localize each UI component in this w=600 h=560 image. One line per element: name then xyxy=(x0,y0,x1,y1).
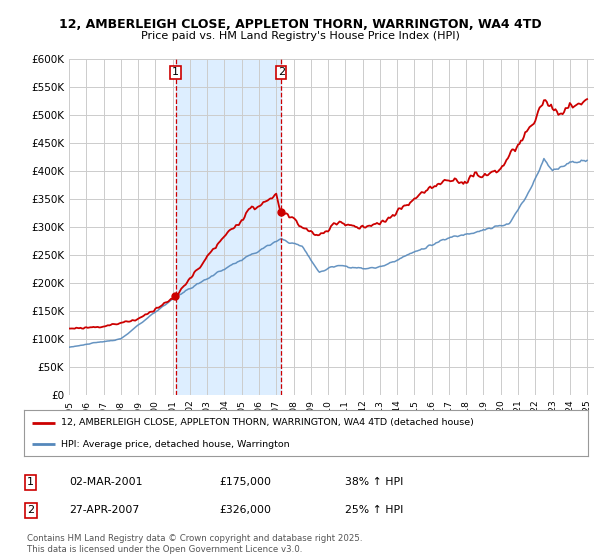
Text: HPI: Average price, detached house, Warrington: HPI: Average price, detached house, Warr… xyxy=(61,440,289,449)
Text: 12, AMBERLEIGH CLOSE, APPLETON THORN, WARRINGTON, WA4 4TD: 12, AMBERLEIGH CLOSE, APPLETON THORN, WA… xyxy=(59,18,541,31)
Text: 25% ↑ HPI: 25% ↑ HPI xyxy=(345,505,403,515)
Text: 38% ↑ HPI: 38% ↑ HPI xyxy=(345,477,403,487)
Text: 2: 2 xyxy=(278,67,285,77)
Text: Price paid vs. HM Land Registry's House Price Index (HPI): Price paid vs. HM Land Registry's House … xyxy=(140,31,460,41)
Text: 1: 1 xyxy=(27,477,34,487)
Text: 1: 1 xyxy=(172,67,179,77)
Text: £175,000: £175,000 xyxy=(219,477,271,487)
Text: 12, AMBERLEIGH CLOSE, APPLETON THORN, WARRINGTON, WA4 4TD (detached house): 12, AMBERLEIGH CLOSE, APPLETON THORN, WA… xyxy=(61,418,473,427)
Text: £326,000: £326,000 xyxy=(219,505,271,515)
Bar xyxy=(176,59,281,395)
Text: Contains HM Land Registry data © Crown copyright and database right 2025.
This d: Contains HM Land Registry data © Crown c… xyxy=(27,534,362,554)
Text: 27-APR-2007: 27-APR-2007 xyxy=(69,505,139,515)
Text: 2: 2 xyxy=(27,505,34,515)
Text: 02-MAR-2001: 02-MAR-2001 xyxy=(69,477,143,487)
